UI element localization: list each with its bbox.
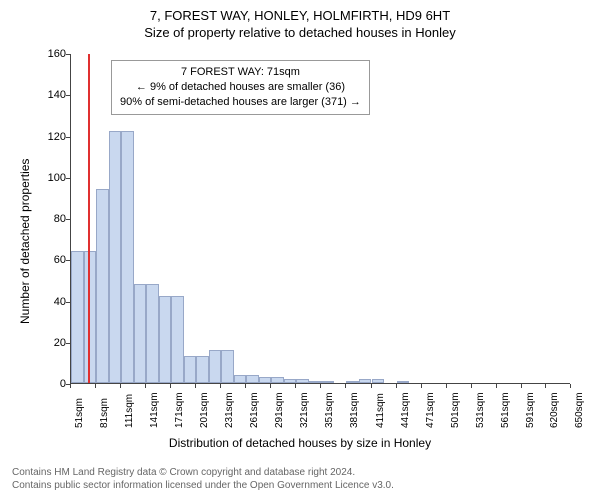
histogram-bar: [71, 251, 84, 383]
ytick-mark: [66, 178, 70, 179]
annotation-line: 7 FOREST WAY: 71sqm: [120, 65, 361, 80]
footer-line2: Contains public sector information licen…: [12, 479, 394, 492]
ytick-mark: [66, 219, 70, 220]
xtick-label: 201sqm: [199, 392, 210, 428]
histogram-bar: [221, 350, 234, 383]
xtick-mark: [345, 384, 346, 388]
xtick-label: 261sqm: [249, 392, 260, 428]
xtick-mark: [170, 384, 171, 388]
xtick-label: 561sqm: [500, 392, 511, 428]
ytick-mark: [66, 137, 70, 138]
xtick-label: 81sqm: [99, 398, 110, 428]
histogram-bar: [146, 284, 159, 383]
histogram-bar: [96, 189, 109, 383]
ytick-label: 140: [36, 89, 66, 101]
xtick-label: 111sqm: [124, 394, 135, 428]
histogram-bar: [397, 381, 410, 383]
histogram-bar: [321, 381, 334, 383]
xtick-mark: [421, 384, 422, 388]
ytick-label: 20: [36, 337, 66, 349]
histogram-bar: [246, 375, 259, 383]
histogram-bar: [234, 375, 247, 383]
chart-title-line1: 7, FOREST WAY, HONLEY, HOLMFIRTH, HD9 6H…: [0, 0, 600, 23]
histogram-bar: [346, 381, 359, 383]
ytick-label: 120: [36, 131, 66, 143]
histogram-bar: [209, 350, 222, 383]
xtick-label: 351sqm: [324, 392, 335, 428]
xtick-label: 291sqm: [274, 392, 285, 428]
chart-title-line2: Size of property relative to detached ho…: [0, 23, 600, 44]
ytick-label: 0: [36, 378, 66, 390]
xtick-mark: [270, 384, 271, 388]
xtick-mark: [320, 384, 321, 388]
xtick-mark: [220, 384, 221, 388]
xtick-label: 591sqm: [525, 392, 536, 428]
ytick-mark: [66, 343, 70, 344]
xtick-label: 141sqm: [149, 392, 160, 428]
xtick-label: 51sqm: [74, 398, 85, 428]
xtick-mark: [396, 384, 397, 388]
plot-area: 7 FOREST WAY: 71sqm← 9% of detached hous…: [70, 54, 570, 384]
xtick-mark: [446, 384, 447, 388]
histogram-bar: [296, 379, 309, 383]
xtick-label: 471sqm: [425, 392, 436, 428]
xtick-label: 650sqm: [574, 392, 585, 428]
histogram-bar: [109, 131, 122, 383]
ytick-mark: [66, 95, 70, 96]
reference-line: [88, 54, 90, 383]
footer-line1: Contains HM Land Registry data © Crown c…: [12, 466, 394, 479]
histogram-bar: [284, 379, 297, 383]
histogram-bar: [259, 377, 272, 383]
histogram-bar: [184, 356, 197, 383]
histogram-bar: [159, 296, 172, 383]
histogram-bar: [134, 284, 147, 383]
xtick-label: 620sqm: [549, 392, 560, 428]
histogram-bar: [121, 131, 134, 383]
xtick-mark: [545, 384, 546, 388]
ytick-mark: [66, 260, 70, 261]
xtick-mark: [471, 384, 472, 388]
annotation-line: ← 9% of detached houses are smaller (36): [120, 80, 361, 95]
xtick-mark: [70, 384, 71, 388]
annotation-line: 90% of semi-detached houses are larger (…: [120, 95, 361, 110]
x-axis-label: Distribution of detached houses by size …: [0, 436, 600, 450]
histogram-bar: [309, 381, 322, 383]
xtick-label: 321sqm: [299, 392, 310, 428]
histogram-bar: [271, 377, 284, 383]
y-axis-label: Number of detached properties: [18, 159, 32, 324]
xtick-label: 531sqm: [475, 392, 486, 428]
xtick-mark: [371, 384, 372, 388]
ytick-label: 100: [36, 172, 66, 184]
ytick-label: 80: [36, 213, 66, 225]
xtick-label: 171sqm: [174, 392, 185, 428]
xtick-mark: [145, 384, 146, 388]
histogram-bar: [171, 296, 184, 383]
xtick-mark: [496, 384, 497, 388]
xtick-mark: [195, 384, 196, 388]
xtick-label: 231sqm: [224, 392, 235, 428]
xtick-mark: [521, 384, 522, 388]
ytick-mark: [66, 54, 70, 55]
ytick-label: 40: [36, 296, 66, 308]
histogram-bar: [84, 251, 97, 383]
xtick-mark: [570, 384, 571, 388]
xtick-mark: [295, 384, 296, 388]
annotation-box: 7 FOREST WAY: 71sqm← 9% of detached hous…: [111, 60, 370, 115]
histogram-bar: [372, 379, 385, 383]
histogram-bar: [359, 379, 372, 383]
footer-attribution: Contains HM Land Registry data © Crown c…: [12, 466, 394, 492]
xtick-label: 411sqm: [375, 393, 386, 428]
chart-container: Number of detached properties 7 FOREST W…: [0, 44, 600, 434]
xtick-mark: [95, 384, 96, 388]
xtick-label: 501sqm: [450, 392, 461, 428]
ytick-label: 160: [36, 48, 66, 60]
histogram-bar: [196, 356, 209, 383]
xtick-mark: [120, 384, 121, 388]
xtick-label: 441sqm: [400, 392, 411, 428]
ytick-mark: [66, 302, 70, 303]
xtick-mark: [245, 384, 246, 388]
xtick-label: 381sqm: [349, 392, 360, 428]
ytick-label: 60: [36, 254, 66, 266]
